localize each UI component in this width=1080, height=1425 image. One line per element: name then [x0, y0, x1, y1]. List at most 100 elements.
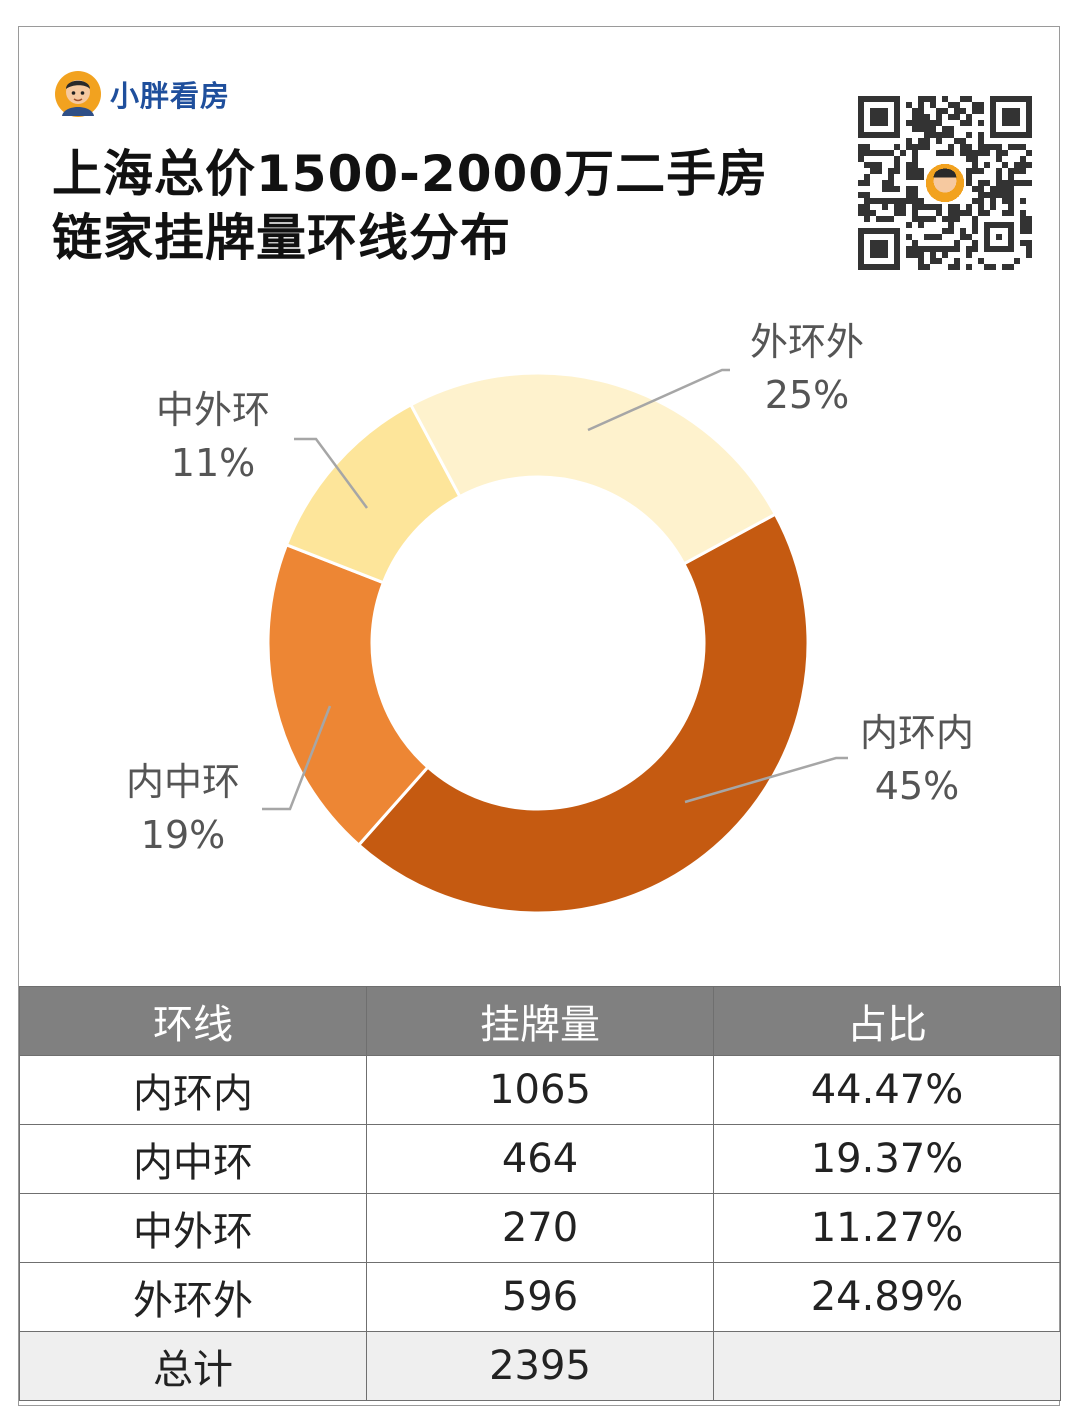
qr-module	[936, 150, 942, 156]
qr-module	[1026, 240, 1032, 246]
qr-module	[918, 138, 924, 144]
qr-module	[912, 162, 918, 168]
qr-module	[954, 240, 960, 246]
slice-category-label: 内中环	[126, 760, 240, 804]
brand-name: 小胖看房	[110, 79, 231, 113]
slice-category-label: 外环外	[750, 320, 864, 364]
qr-module	[930, 96, 936, 102]
qr-module	[966, 144, 972, 150]
cell-share: 11.27%	[713, 1193, 1061, 1263]
qr-module	[960, 138, 966, 144]
qr-module	[858, 150, 864, 156]
qr-module	[978, 180, 984, 186]
qr-module	[978, 186, 984, 192]
qr-module	[948, 204, 954, 210]
qr-module	[1026, 180, 1032, 186]
qr-module	[960, 144, 966, 150]
qr-module	[864, 192, 870, 198]
data-table: 环线 挂牌量 占比 内环内 1065 44.47% 内中环 464 19.37%…	[19, 986, 1061, 1401]
qr-module	[882, 180, 888, 186]
qr-module	[888, 216, 894, 222]
qr-module	[924, 246, 930, 252]
qr-module	[1026, 162, 1032, 168]
total-share	[713, 1331, 1061, 1401]
qr-module	[966, 156, 972, 162]
table-header-row: 环线 挂牌量 占比	[19, 986, 1061, 1056]
qr-module	[924, 234, 930, 240]
donut-chart: 内环内 45% 内中环 19% 中外环 11% 外环外 25%	[126, 320, 974, 915]
qr-module	[906, 246, 912, 252]
qr-module	[906, 174, 912, 180]
header-listings: 挂牌量	[366, 986, 714, 1056]
qr-module	[990, 264, 996, 270]
qr-module	[948, 144, 954, 150]
qr-module	[918, 126, 924, 132]
qr-module	[978, 198, 984, 204]
qr-module	[918, 96, 924, 102]
qr-module	[924, 114, 930, 120]
qr-module	[972, 168, 978, 174]
table-row: 外环外 596 24.89%	[19, 1262, 1061, 1332]
qr-module	[924, 132, 930, 138]
qr-module	[948, 114, 954, 120]
qr-module	[894, 198, 900, 204]
qr-module	[918, 264, 924, 270]
qr-module	[912, 246, 918, 252]
qr-module	[900, 150, 906, 156]
qr-module	[984, 144, 990, 150]
qr-module	[1020, 216, 1026, 222]
qr-module	[942, 126, 948, 132]
qr-module	[1008, 174, 1014, 180]
qr-module	[924, 120, 930, 126]
qr-module	[972, 162, 978, 168]
qr-module	[1020, 180, 1026, 186]
qr-module	[978, 120, 984, 126]
qr-module	[864, 150, 870, 156]
qr-module	[906, 252, 912, 258]
qr-module	[936, 108, 942, 114]
qr-module	[906, 144, 912, 150]
qr-module	[1014, 162, 1020, 168]
qr-module	[876, 162, 882, 168]
qr-module	[1020, 168, 1026, 174]
qr-module	[972, 102, 978, 108]
qr-module	[966, 150, 972, 156]
qr-module	[930, 252, 936, 258]
qr-module	[1014, 180, 1020, 186]
qr-module	[1002, 192, 1008, 198]
qr-module	[948, 150, 954, 156]
qr-module	[924, 138, 930, 144]
qr-module	[978, 210, 984, 216]
qr-module	[936, 204, 942, 210]
qr-module	[1002, 150, 1008, 156]
qr-module	[870, 150, 876, 156]
cell-listings: 464	[366, 1124, 714, 1194]
qr-module	[978, 102, 984, 108]
qr-module	[1026, 216, 1032, 222]
qr-module	[912, 120, 918, 126]
qr-module	[912, 192, 918, 198]
qr-module	[906, 222, 912, 228]
qr-module	[948, 228, 954, 234]
qr-module	[972, 186, 978, 192]
qr-module	[960, 210, 966, 216]
qr-module	[864, 198, 870, 204]
qr-module	[906, 192, 912, 198]
qr-module	[996, 168, 1002, 174]
qr-module	[918, 222, 924, 228]
qr-module	[966, 234, 972, 240]
qr-module	[1020, 198, 1026, 204]
cell-listings: 270	[366, 1193, 714, 1263]
donut-slice-2	[266, 542, 430, 848]
qr-module	[936, 114, 942, 120]
qr-module	[894, 186, 900, 192]
qr-module	[876, 216, 882, 222]
qr-module	[954, 138, 960, 144]
qr-module	[948, 126, 954, 132]
avatar-icon	[55, 71, 101, 117]
qr-module	[912, 204, 918, 210]
qr-module	[858, 180, 864, 186]
cell-ring: 中外环	[19, 1193, 367, 1263]
qr-module	[972, 108, 978, 114]
qr-module	[888, 168, 894, 174]
